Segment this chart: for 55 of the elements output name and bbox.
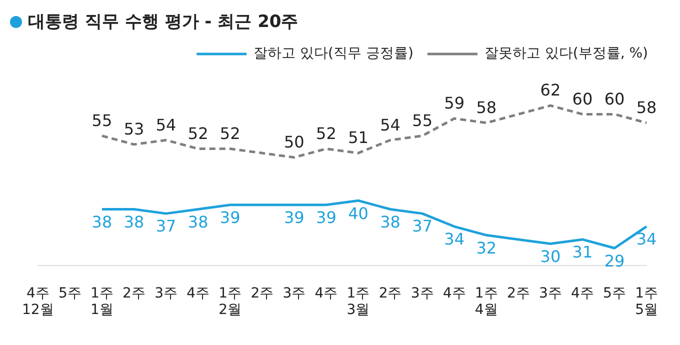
x-tick-label: 3주: [538, 285, 562, 302]
x-tick-label: 1주 4월: [474, 285, 498, 318]
x-tick-label: 4주: [314, 285, 338, 302]
data-label: 39: [220, 208, 240, 228]
x-tick-label: 4주: [442, 285, 466, 302]
x-tick-label: 2주: [378, 285, 402, 302]
x-tick-label: 1주 3월: [346, 285, 370, 318]
data-label: 50: [284, 132, 304, 152]
x-tick-label: 3주: [282, 285, 306, 302]
x-tick-label: 4주 12월: [22, 285, 54, 318]
data-label: 38: [92, 212, 112, 232]
x-tick-label: 3주: [154, 285, 178, 302]
data-label: 53: [124, 120, 144, 139]
data-label: 38: [124, 212, 144, 232]
data-label: 55: [412, 110, 432, 130]
x-tick-label: 2주: [506, 285, 530, 302]
legend-label: 잘못하고 있다(부정률, %): [484, 46, 648, 62]
x-tick-label: 4주: [571, 285, 594, 302]
data-label: 58: [476, 98, 497, 117]
data-label: 32: [476, 238, 497, 258]
x-tick-label: 5주: [603, 285, 626, 302]
data-label: 52: [316, 124, 336, 143]
data-label: 62: [540, 80, 561, 100]
data-label: 60: [572, 89, 593, 108]
x-tick-label: 2주: [250, 285, 274, 302]
data-label: 59: [444, 94, 465, 113]
data-label: 54: [380, 115, 400, 134]
data-label: 52: [220, 124, 240, 143]
x-tick-label: 3주: [410, 285, 434, 302]
data-label: 37: [412, 216, 432, 236]
x-tick-label: 5주: [58, 285, 82, 302]
data-label: 60: [604, 89, 625, 108]
x-tick-label: 4주: [186, 285, 210, 302]
x-tick-label: 1주 2월: [218, 285, 242, 318]
data-label: 40: [348, 204, 368, 223]
chart-title: 대통령 직무 수행 평가 - 최근 20주: [28, 11, 298, 33]
data-label: 34: [636, 230, 657, 249]
data-label: 38: [380, 212, 400, 232]
data-label: 39: [316, 208, 336, 228]
data-label: 52: [188, 124, 208, 143]
data-label: 29: [604, 251, 625, 270]
legend-label: 잘하고 있다(직무 긍정률): [254, 46, 414, 62]
data-label: 30: [540, 246, 561, 266]
data-label: 54: [156, 115, 176, 134]
data-label: 34: [444, 230, 465, 249]
data-label: 58: [636, 98, 657, 117]
x-tick-label: 1주 5월: [635, 285, 658, 318]
data-label: 31: [572, 242, 593, 262]
x-tick-label: 2주: [122, 285, 146, 302]
data-label: 51: [348, 128, 368, 148]
data-label: 55: [92, 110, 112, 130]
data-label: 38: [188, 212, 208, 232]
x-tick-label: 1주 1월: [90, 285, 114, 318]
data-label: 37: [156, 216, 176, 236]
data-label: 39: [284, 208, 304, 228]
